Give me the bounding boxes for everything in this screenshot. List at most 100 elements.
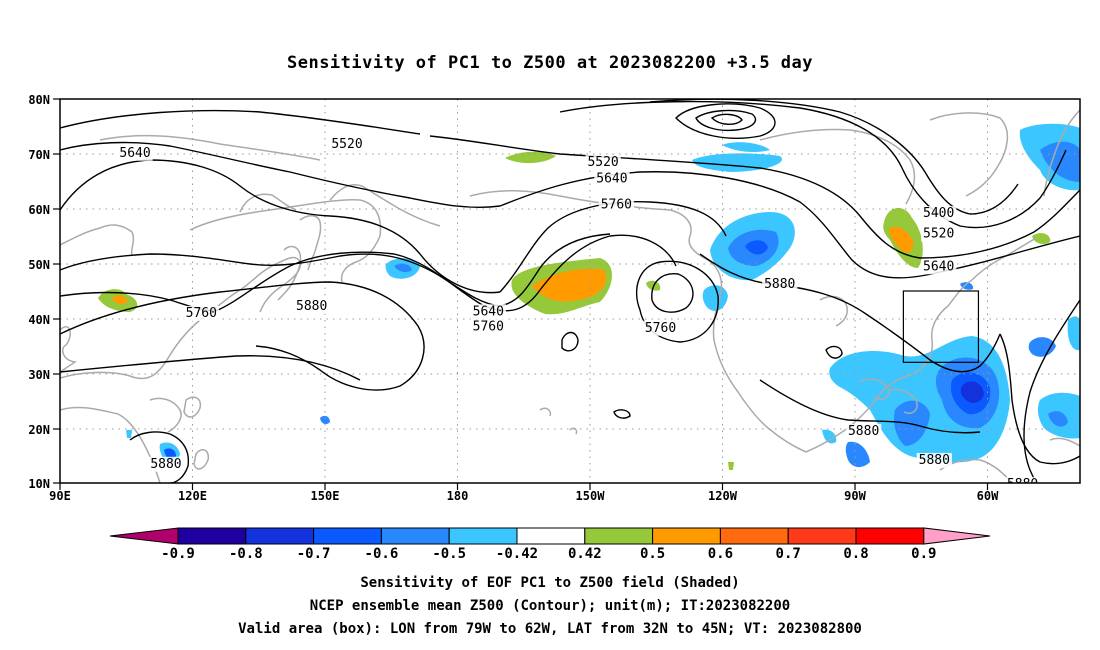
lon-tick-label: 120E — [178, 489, 207, 503]
contour-label-bg — [642, 320, 679, 336]
positive-patch-arctic — [505, 151, 556, 164]
colorbar-tick-label: 0.6 — [708, 546, 733, 562]
coastlines — [60, 109, 1080, 483]
contour-label: 5760 — [473, 320, 504, 335]
contour-label: 5520 — [923, 226, 954, 241]
contour-label: 5520 — [587, 155, 618, 170]
contour-label: 5760 — [186, 306, 217, 321]
colorbar-swatch — [380, 527, 450, 545]
colorbar-swatch — [516, 527, 586, 545]
contour-5520-north — [559, 100, 1067, 229]
contour-label: 5640 — [473, 304, 504, 319]
contour-label-bg — [294, 298, 330, 314]
contour-5760-low-inner — [651, 273, 694, 313]
negative-patch-east-atlantic — [1028, 316, 1080, 439]
colorbar-tick-label: 0.8 — [843, 546, 868, 562]
lat-tick-label: 30N — [28, 368, 50, 382]
colorbar: -0.9 -0.8 -0.7 -0.6 -0.5 -0.42 0.42 0.5 … — [109, 527, 991, 562]
lon-tick-label: 150E — [311, 489, 340, 503]
caption-line: NCEP ensemble mean Z500 (Contour); unit(… — [310, 598, 790, 614]
contour-5880-ridge — [60, 281, 425, 391]
contour-label: 5880 — [1007, 477, 1038, 492]
contour-5520-arc — [429, 135, 1080, 259]
contour-label-bg — [470, 319, 506, 335]
lat-tick-label: 70N — [28, 148, 50, 162]
contour-5880-east — [999, 333, 1080, 465]
colorbar-tick-label: -0.9 — [161, 546, 195, 562]
lon-tick-label: 150W — [576, 489, 606, 503]
contour-5880-north — [699, 253, 1001, 373]
contour-label-bg — [916, 452, 952, 468]
map-frame — [59, 98, 1081, 484]
colorbar-swatch — [584, 527, 654, 545]
contour-5760-trough — [499, 201, 727, 293]
contour-labels: 5520564055205640576054005520564058805880… — [117, 136, 1041, 492]
colorbar-swatch — [855, 527, 925, 545]
map-area: 5520564055205640576054005520564058805880… — [60, 99, 1080, 492]
contour-label: 5880 — [150, 457, 181, 472]
colorbar-swatch — [177, 527, 247, 545]
contour-label-bg — [117, 145, 153, 161]
colorbar-tick-label: -0.5 — [432, 546, 466, 562]
contour-5880-sea — [129, 431, 190, 483]
contour-5880-south2 — [759, 379, 981, 434]
z500-contours — [60, 99, 1080, 483]
map-title: Sensitivity of PC1 to Z500 at 2023082200… — [287, 53, 813, 73]
contour-label: 5880 — [296, 299, 327, 314]
caption-line: Sensitivity of EOF PC1 to Z500 field (Sh… — [360, 575, 739, 591]
contour-loop-arctic-3 — [710, 113, 743, 125]
contour-label: 5640 — [923, 259, 954, 274]
lat-tick-label: 50N — [28, 258, 50, 272]
contour-label-bg — [598, 197, 635, 213]
colorbar-low-arrow — [109, 527, 179, 545]
contour-5640-loop — [60, 233, 611, 307]
contour-label-bg — [762, 276, 798, 292]
contour-5520-west — [60, 109, 421, 135]
contour-loop-arctic-2 — [695, 109, 757, 132]
contour-label-bg — [921, 206, 957, 222]
colorbar-swatch — [652, 527, 721, 545]
colorbar-high-arrow — [923, 527, 991, 545]
colorbar-tick-label: -0.8 — [229, 546, 263, 562]
lon-axis: 90E 120E 150E 180 150W 120W 90W 60W — [49, 483, 999, 503]
colorbar-tick-label: 0.7 — [776, 546, 801, 562]
colorbar-tick-label: -0.7 — [297, 546, 331, 562]
lat-tick-label: 80N — [28, 93, 50, 107]
contour-label: 5880 — [764, 277, 795, 292]
contour-5760-band — [60, 234, 677, 312]
positive-patch-asia — [98, 289, 138, 312]
contour-label-bg — [1004, 477, 1041, 483]
contour-5880-south — [60, 355, 361, 381]
contour-label-bg — [329, 136, 365, 152]
negative-patch-atlantic — [822, 336, 1010, 468]
graticule — [60, 99, 1080, 483]
contour-loop-arctic-1 — [675, 103, 776, 139]
lat-axis: 80N 70N 60N 50N 40N 30N 20N 10N — [28, 93, 60, 491]
small-positive-patches — [646, 233, 1051, 470]
lat-tick-label: 40N — [28, 313, 50, 327]
contour-label-bg — [921, 226, 957, 242]
lat-tick-label: 10N — [28, 477, 50, 491]
lat-tick-label: 20N — [28, 423, 50, 437]
lon-tick-label: 60W — [977, 489, 999, 503]
contour-label: 5640 — [596, 172, 627, 187]
contour-5400 — [649, 99, 1019, 215]
contour-5880-east2 — [1023, 299, 1080, 483]
contour-label-bg — [148, 456, 184, 472]
colorbar-swatch — [313, 527, 382, 545]
contour-5640-west — [60, 141, 501, 208]
contour-label-bg — [183, 305, 219, 321]
contour-label-bg — [594, 171, 630, 187]
contour-small-1 — [561, 331, 579, 352]
contour-label: 5520 — [331, 137, 362, 152]
lat-tick-label: 60N — [28, 203, 50, 217]
contour-label-bg — [921, 259, 957, 275]
lon-tick-label: 180 — [447, 489, 469, 503]
contour-label-bg — [585, 155, 621, 171]
contour-label-bg — [845, 423, 882, 439]
colorbar-tick-label: 0.42 — [568, 546, 602, 562]
colorbar-tick-label: -0.6 — [365, 546, 399, 562]
contour-label: 5400 — [923, 206, 954, 221]
positive-patch-hudson — [883, 207, 923, 268]
